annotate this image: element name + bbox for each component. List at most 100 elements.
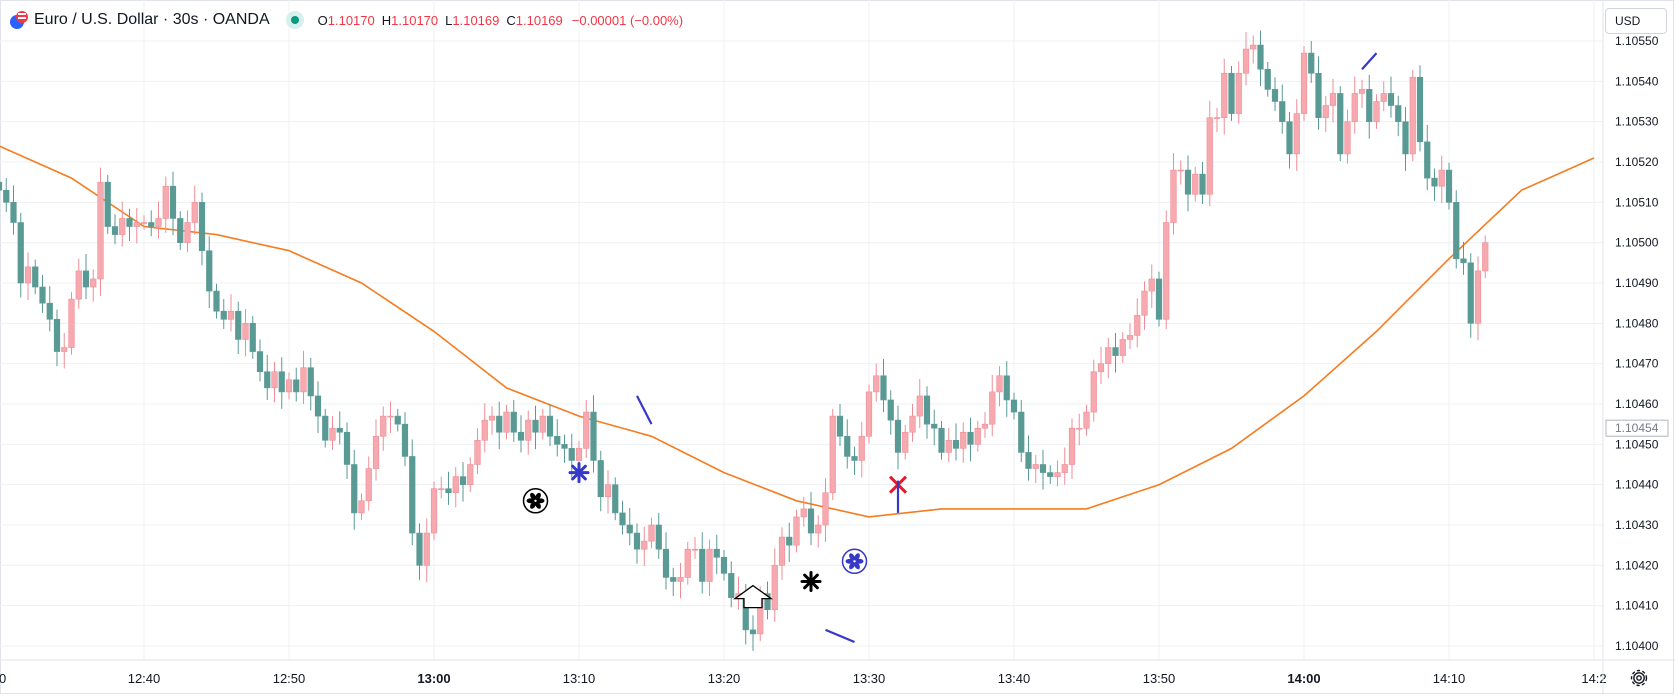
candle	[126, 208, 133, 242]
moving-average-path	[0, 145, 1595, 518]
candle-body	[474, 439, 481, 465]
candle	[249, 316, 256, 359]
candle	[1416, 65, 1424, 152]
change-value: −0.00001 (−0.00%)	[571, 12, 684, 28]
candle	[329, 416, 336, 450]
candle-body	[1235, 72, 1242, 114]
candle-body	[626, 524, 633, 534]
candle	[1025, 435, 1032, 481]
candle	[1134, 298, 1141, 348]
candle	[1155, 271, 1163, 327]
candle-body	[133, 222, 140, 227]
candle-body	[648, 524, 655, 542]
candle-body	[807, 508, 815, 534]
candle-body	[952, 439, 960, 449]
candle	[517, 415, 525, 453]
candle	[1279, 84, 1286, 134]
candle	[764, 581, 771, 620]
candle	[1213, 107, 1221, 133]
candle-body	[1250, 44, 1257, 50]
price-tick-label: 1.10460	[1615, 397, 1659, 411]
candle-body	[1148, 278, 1155, 292]
candle	[1293, 99, 1300, 171]
candle	[401, 412, 409, 467]
candle-body	[82, 270, 90, 288]
candle	[974, 420, 981, 452]
candle	[1286, 111, 1293, 169]
candle-body	[887, 399, 894, 421]
candle-body	[423, 532, 430, 566]
candle	[546, 404, 554, 446]
candle	[858, 421, 865, 478]
currency-selector[interactable]: USD	[1605, 8, 1667, 34]
candle-body	[822, 492, 829, 526]
candle	[749, 615, 757, 651]
candle-body	[467, 464, 474, 485]
candle	[1061, 447, 1068, 485]
candle-body	[858, 435, 865, 461]
candle-body	[1387, 93, 1395, 106]
candle	[235, 301, 242, 354]
candle-body	[793, 516, 800, 546]
candle	[1380, 81, 1387, 112]
candle	[336, 411, 343, 445]
candle	[1039, 449, 1047, 490]
candle	[1264, 61, 1271, 97]
candle-body	[561, 444, 568, 449]
candle	[1119, 332, 1126, 363]
drawing-annotations[interactable]	[522, 52, 1378, 643]
candle	[438, 476, 445, 499]
candle-body	[1090, 371, 1097, 413]
candle-body	[481, 419, 488, 441]
candle-body	[641, 540, 648, 550]
candle	[923, 386, 931, 439]
candle	[198, 192, 206, 266]
candle	[387, 401, 394, 434]
gear-icon[interactable]	[1628, 667, 1650, 689]
candle	[213, 283, 220, 319]
candle-body	[1054, 472, 1061, 477]
candle-body	[1242, 48, 1250, 74]
candle-body	[438, 488, 445, 491]
candle-body	[90, 278, 97, 288]
candle-body	[778, 536, 786, 566]
candle-body	[532, 419, 539, 433]
time-tick-label: 14:00	[1287, 671, 1320, 686]
market-open-dot[interactable]	[285, 11, 304, 29]
candle-body	[873, 375, 880, 393]
candle	[1482, 235, 1489, 279]
candle-body	[1366, 89, 1373, 122]
candle-body	[1300, 52, 1308, 114]
candle	[481, 403, 488, 453]
time-tick-label: 13:20	[708, 671, 741, 686]
candle-body	[517, 431, 525, 441]
candle-body	[351, 464, 358, 514]
time-tick-label: 13:50	[1143, 671, 1176, 686]
candle	[1032, 454, 1039, 484]
candle-body	[24, 266, 32, 284]
price-tick-label: 1.10540	[1615, 74, 1659, 88]
candle-body	[264, 371, 271, 389]
candle	[206, 236, 213, 309]
candle	[496, 401, 503, 450]
candle-body	[662, 548, 670, 578]
candle	[691, 537, 699, 559]
candle	[873, 363, 880, 402]
candle-body	[525, 419, 532, 441]
candle	[1148, 264, 1155, 309]
candle-body	[836, 415, 844, 437]
candle	[430, 481, 438, 541]
candle-body	[220, 310, 227, 320]
candle	[960, 422, 967, 463]
symbol-title[interactable]: Euro / U.S. Dollar · 30s · OANDA	[34, 11, 270, 28]
candle	[177, 211, 184, 250]
candle-body	[1199, 173, 1206, 195]
fan-blade	[530, 501, 536, 509]
candle-body	[343, 431, 351, 465]
time-tick-label: 13:30	[853, 671, 886, 686]
candle-body	[416, 532, 423, 566]
candle	[931, 409, 938, 446]
candle-body	[1373, 101, 1380, 122]
